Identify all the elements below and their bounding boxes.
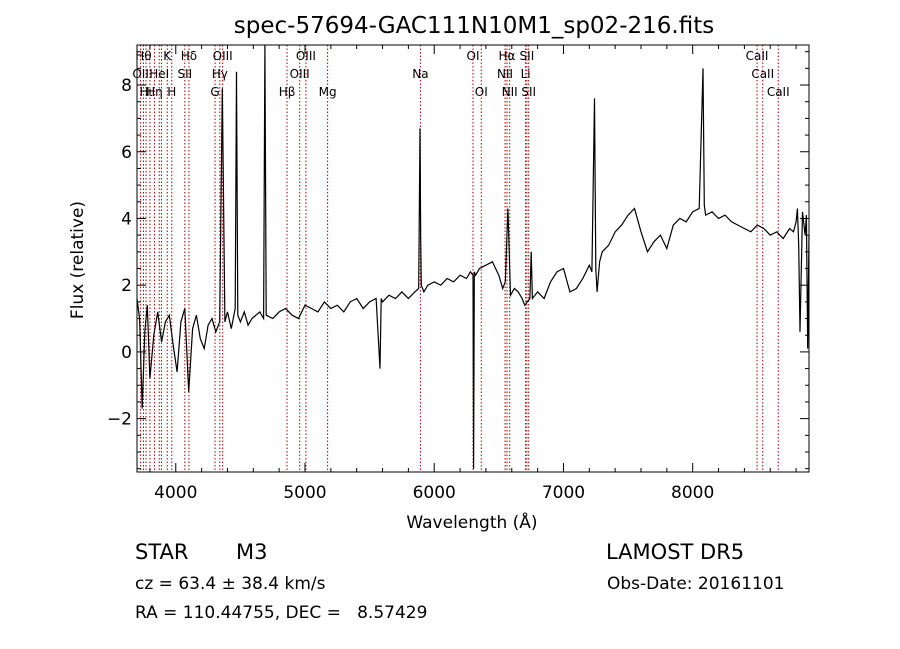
line-label: K	[163, 49, 172, 63]
x-tick-label: 7000	[542, 483, 585, 503]
line-label: Hα	[499, 49, 516, 63]
line-label: OI	[475, 85, 488, 99]
line-label: Hδ	[181, 49, 197, 63]
line-label: Hγ	[212, 67, 228, 81]
line-label: NII	[502, 85, 518, 99]
y-tick-label: 4	[121, 209, 132, 229]
line-label: SII	[520, 49, 535, 63]
line-label: HeI	[149, 67, 169, 81]
y-axis-label: Flux (relative)	[68, 201, 88, 319]
x-axis-ticks: 4000 5000 6000 7000 8000	[149, 45, 797, 503]
x-tick-label: 8000	[671, 483, 714, 503]
chart-title: spec-57694-GAC111N10M1_sp02-216.fits	[234, 13, 714, 39]
ra-dec: RA = 110.44755, DEC = 8.57429	[135, 603, 428, 623]
line-label: OIII	[213, 49, 233, 63]
x-tick-label: 4000	[154, 483, 197, 503]
line-label: CaII	[751, 67, 774, 81]
line-label: H	[167, 85, 176, 99]
line-label: OI	[467, 49, 480, 63]
y-tick-label: 0	[121, 343, 132, 363]
line-label: Li	[521, 67, 531, 81]
survey-name: LAMOST DR5	[606, 540, 745, 564]
line-label: CaII	[767, 85, 790, 99]
plot-frame	[136, 44, 810, 473]
y-tick-label: 2	[121, 276, 132, 296]
y-tick-label: 6	[121, 143, 132, 163]
line-label: NII	[497, 67, 513, 81]
line-label: OIII	[296, 49, 316, 63]
line-label: SII	[177, 67, 192, 81]
line-label: Hβ	[279, 85, 296, 99]
line-label: Na	[412, 67, 428, 81]
line-label: Hι	[139, 85, 152, 99]
object-subclass: M3	[236, 540, 268, 564]
line-label: CaII	[746, 49, 769, 63]
line-label: SII	[521, 85, 536, 99]
x-tick-label: 5000	[283, 483, 326, 503]
line-label: OII	[132, 67, 149, 81]
line-label: Hθ	[135, 49, 151, 63]
line-label: OIII	[290, 67, 310, 81]
series-group	[136, 44, 810, 469]
object-class: STAR	[135, 540, 189, 564]
x-tick-label: 6000	[413, 483, 456, 503]
line-label: G	[210, 85, 219, 99]
line-label: Mg	[319, 85, 337, 99]
emission-line-labels: OIIHθHιHηHeIKHSIIHδGHγOIIIHβOIIIOIIIMgNa…	[132, 49, 789, 99]
spectrum-line	[136, 44, 810, 469]
y-tick-label: −2	[107, 410, 132, 430]
y-axis-ticks: −2 0 2 4 6 8	[107, 51, 809, 470]
emission-line-markers	[140, 45, 779, 472]
x-axis-label: Wavelength (Å)	[406, 511, 537, 533]
observation-date: Obs-Date: 20161101	[607, 574, 785, 594]
redshift-cz: cz = 63.4 ± 38.4 km/s	[135, 574, 326, 594]
line-label: Hη	[146, 85, 163, 99]
y-tick-label: 8	[121, 76, 132, 96]
